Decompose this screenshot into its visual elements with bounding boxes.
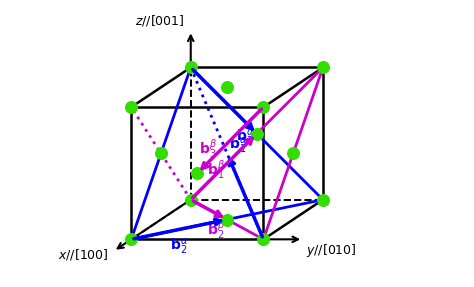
Point xyxy=(290,151,297,156)
Text: $\mathbf{b}_3^\beta$: $\mathbf{b}_3^\beta$ xyxy=(199,138,217,161)
Text: $\mathbf{b}_2^\alpha$: $\mathbf{b}_2^\alpha$ xyxy=(170,237,188,257)
Point xyxy=(253,131,261,136)
Point xyxy=(260,105,267,109)
Point xyxy=(193,171,201,176)
Text: $\mathbf{b}_3^\alpha$: $\mathbf{b}_3^\alpha$ xyxy=(237,128,255,148)
Text: $x//[100]$: $x//[100]$ xyxy=(58,247,109,262)
Text: $z//[001]$: $z//[001]$ xyxy=(135,13,184,28)
Point xyxy=(319,197,327,202)
Point xyxy=(157,151,165,156)
Point xyxy=(187,197,194,202)
Point xyxy=(223,85,231,90)
Text: $\mathbf{b}_1^\beta$: $\mathbf{b}_1^\beta$ xyxy=(207,159,225,182)
Point xyxy=(223,217,231,222)
Point xyxy=(260,237,267,242)
Text: $y//[010]$: $y//[010]$ xyxy=(306,242,356,259)
Point xyxy=(128,237,135,242)
Point xyxy=(128,105,135,109)
Text: $\mathbf{b}_2^\beta$: $\mathbf{b}_2^\beta$ xyxy=(207,219,225,242)
Point xyxy=(319,65,327,70)
Point xyxy=(187,65,194,70)
Text: $\mathbf{b}_1^\alpha$: $\mathbf{b}_1^\alpha$ xyxy=(229,136,247,156)
